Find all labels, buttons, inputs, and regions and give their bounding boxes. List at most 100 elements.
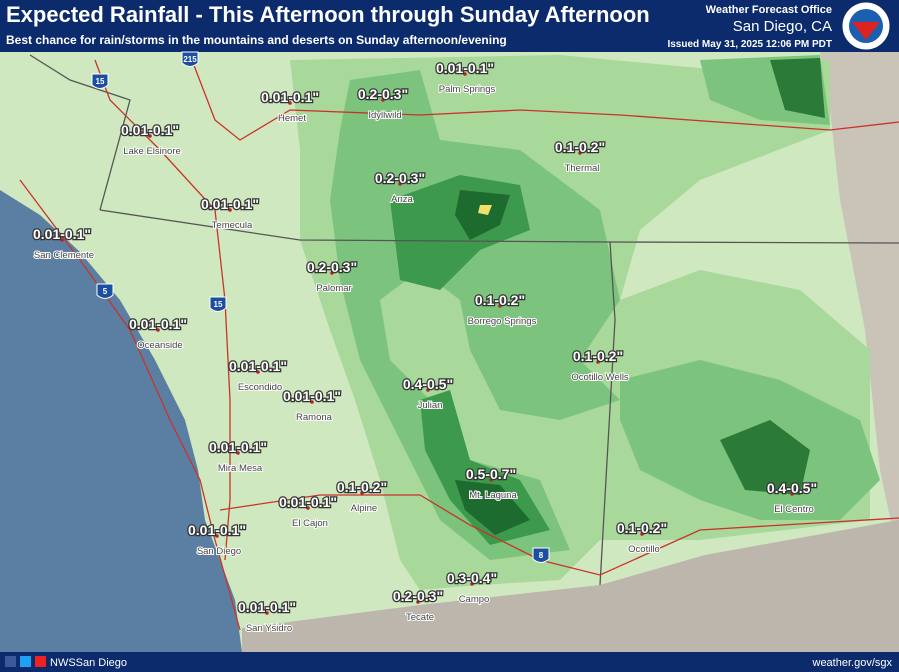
- rain-amount: 0.01-0.1": [33, 226, 91, 242]
- city-name: Temecula: [212, 220, 253, 231]
- highway-shield: [181, 51, 199, 67]
- roads: [19, 54, 899, 631]
- rain-amount: 0.1-0.2": [475, 292, 525, 308]
- city-name: Ocotillo: [628, 544, 660, 555]
- city-name: El Cajon: [292, 518, 328, 529]
- rain-amount: 0.01-0.1": [436, 60, 494, 76]
- highway-shield: [209, 296, 227, 312]
- city-name: Julian: [418, 400, 443, 411]
- title: Expected Rainfall - This Afternoon throu…: [6, 2, 650, 27]
- rain-amount: 0.3-0.4": [447, 570, 497, 586]
- city-name: Palomar: [316, 283, 351, 294]
- city-dot: [463, 72, 467, 76]
- city-dot: [310, 400, 314, 404]
- rain-amount: 0.01-0.1": [283, 388, 341, 404]
- city-name: Ramona: [296, 412, 333, 423]
- city-name: Borrego Springs: [468, 316, 537, 327]
- city-dot: [60, 238, 64, 242]
- city-name: Hemet: [278, 113, 306, 124]
- city-dot: [596, 360, 600, 364]
- rain-amount: 0.01-0.1": [129, 316, 187, 332]
- highway-number: 15: [96, 77, 105, 86]
- city-dot: [148, 134, 152, 138]
- youtube-icon[interactable]: [35, 656, 46, 667]
- rain-amount: 0.1-0.2": [555, 139, 605, 155]
- issued: Issued May 31, 2025 12:06 PM PDT: [667, 39, 832, 50]
- city-name: San Clemente: [34, 250, 94, 261]
- city-dot: [426, 388, 430, 392]
- ocean: [0, 190, 242, 652]
- city-name: Escondido: [238, 382, 282, 393]
- rain-amount: 0.1-0.2": [617, 520, 667, 536]
- city-dot: [215, 534, 219, 538]
- city-dot: [640, 532, 644, 536]
- rain-amount: 0.2-0.3": [358, 86, 408, 102]
- city-name: Idyllwild: [368, 110, 401, 121]
- social-handle: NWSSan Diego: [50, 657, 127, 669]
- city-name: Campo: [459, 594, 490, 605]
- city-dot: [498, 304, 502, 308]
- city-dot: [256, 370, 260, 374]
- rain-amount: 0.01-0.1": [229, 358, 287, 374]
- rain-amount: 0.1-0.2": [337, 479, 387, 495]
- rain-amount: 0.01-0.1": [261, 89, 319, 105]
- rain-shading: [290, 55, 880, 590]
- city-dot: [489, 478, 493, 482]
- rain-amount: 0.01-0.1": [238, 599, 296, 615]
- office-city: San Diego, CA: [733, 18, 832, 35]
- city-dot: [360, 491, 364, 495]
- rain-amount: 0.1-0.2": [573, 348, 623, 364]
- city-dot: [330, 271, 334, 275]
- twitter-icon[interactable]: [20, 656, 31, 667]
- highway-shield: [91, 73, 109, 89]
- city-dot: [265, 611, 269, 615]
- city-name: Thermal: [565, 163, 600, 174]
- city-dot: [398, 182, 402, 186]
- office: Weather Forecast Office: [706, 4, 832, 16]
- city-dot: [790, 492, 794, 496]
- website: weather.gov/sgx: [812, 657, 893, 669]
- facebook-icon[interactable]: [5, 656, 16, 667]
- city-name: Ocotillo Wells: [571, 372, 629, 383]
- highway-number: 8: [539, 551, 544, 560]
- city-name: San Ysidro: [246, 623, 292, 634]
- rain-amount: 0.01-0.1": [121, 122, 179, 138]
- labels: 0.01-0.1" Hemet 0.2-0.3" Idyllwild 0.01-0.1"…: [32, 59, 819, 635]
- rain-amount: 0.01-0.1": [201, 196, 259, 212]
- subtitle: Best chance for rain/storms in the mount…: [6, 33, 507, 47]
- city-name: Alpine: [351, 503, 377, 514]
- highway-number: 5: [103, 287, 108, 296]
- city-dot: [381, 98, 385, 102]
- nws-logo-mark: [852, 22, 880, 40]
- rain-amount: 0.01-0.1": [279, 494, 337, 510]
- city-name: Palm Springs: [439, 84, 496, 95]
- city-name: Oceanside: [137, 340, 182, 351]
- rain-amount: 0.4-0.5": [767, 480, 817, 496]
- footer-bar: [0, 652, 899, 672]
- highway-shield: [532, 547, 550, 563]
- rain-amount: 0.5-0.7": [466, 466, 516, 482]
- city-dot: [470, 582, 474, 586]
- highway-shield: [96, 283, 114, 299]
- city-name: El Centro: [774, 504, 814, 515]
- rain-amount: 0.01-0.1": [209, 439, 267, 455]
- city-dot: [578, 151, 582, 155]
- city-dot: [306, 506, 310, 510]
- city-name: Tecate: [406, 612, 434, 623]
- city-name: Mira Mesa: [218, 463, 263, 474]
- county-lines: [29, 54, 899, 586]
- rain-amount: 0.2-0.3": [375, 170, 425, 186]
- highway-number: 15: [214, 300, 223, 309]
- header-bar: [0, 0, 899, 52]
- city-dot: [288, 101, 292, 105]
- city-dot: [156, 328, 160, 332]
- rain-amount: 0.2-0.3": [393, 588, 443, 604]
- rain-amount: 0.2-0.3": [307, 259, 357, 275]
- desert: [820, 52, 899, 560]
- mexico: [242, 520, 899, 652]
- city-name: San Diego: [197, 546, 241, 557]
- city-dot: [236, 451, 240, 455]
- city-name: Mt. Laguna: [469, 490, 517, 501]
- city-dot: [416, 600, 420, 604]
